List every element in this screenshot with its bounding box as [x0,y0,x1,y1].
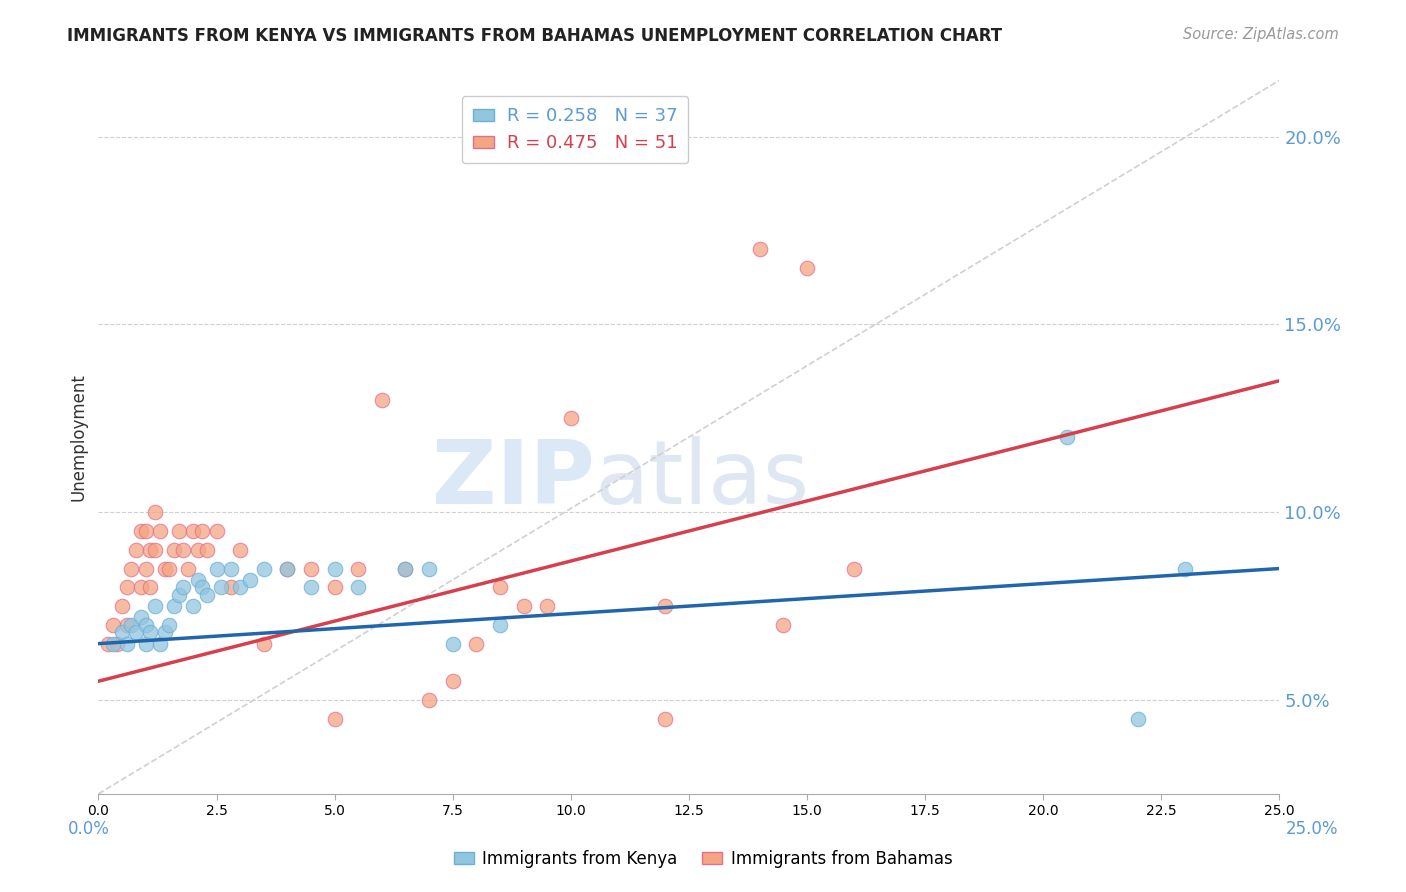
Point [1126,712,1149,726]
Point [115,580,138,594]
Point [418,693,440,707]
Point [654,712,676,726]
Point [299,580,322,594]
Point [299,561,322,575]
Point [371,392,394,407]
Point [129,524,152,538]
Point [172,542,194,557]
Point [560,411,582,425]
Point [187,573,209,587]
Text: IMMIGRANTS FROM KENYA VS IMMIGRANTS FROM BAHAMAS UNEMPLOYMENT CORRELATION CHART: IMMIGRANTS FROM KENYA VS IMMIGRANTS FROM… [67,27,1002,45]
Point [163,542,186,557]
Point [143,542,166,557]
Point [394,561,416,575]
Text: 0.0%: 0.0% [67,820,110,838]
Point [229,580,252,594]
Point [205,561,228,575]
Point [229,542,252,557]
Point [163,599,186,613]
Point [394,561,416,575]
Point [135,637,157,651]
Point [149,637,172,651]
Point [121,561,143,575]
Point [654,599,676,613]
Point [844,561,866,575]
Y-axis label: Unemployment: Unemployment [69,373,87,501]
Point [139,580,162,594]
Legend: R = 0.258   N = 37, R = 0.475   N = 51: R = 0.258 N = 37, R = 0.475 N = 51 [461,96,689,163]
Point [153,625,176,640]
Point [167,588,190,602]
Text: ZIP: ZIP [432,436,595,524]
Point [1056,430,1078,444]
Point [167,524,190,538]
Point [101,637,124,651]
Point [489,580,512,594]
Point [139,625,162,640]
Point [105,637,128,651]
Point [239,573,262,587]
Point [181,524,204,538]
Text: Source: ZipAtlas.com: Source: ZipAtlas.com [1182,27,1339,42]
Point [323,561,346,575]
Point [135,618,157,632]
Text: atlas: atlas [595,436,810,524]
Point [191,524,214,538]
Point [115,618,138,632]
Point [177,561,200,575]
Point [181,599,204,613]
Point [97,637,120,651]
Point [418,561,440,575]
Point [101,618,124,632]
Point [347,580,370,594]
Point [276,561,298,575]
Point [195,588,218,602]
Point [125,625,148,640]
Point [135,524,157,538]
Point [772,618,794,632]
Point [143,599,166,613]
Point [191,580,214,594]
Point [157,561,180,575]
Point [139,542,162,557]
Point [489,618,512,632]
Point [195,542,218,557]
Point [323,712,346,726]
Point [111,599,134,613]
Point [111,625,134,640]
Point [441,674,464,689]
Point [172,580,194,594]
Point [512,599,534,613]
Point [129,580,152,594]
Point [323,580,346,594]
Point [536,599,558,613]
Point [1174,561,1197,575]
Point [135,561,157,575]
Point [149,524,172,538]
Point [219,580,242,594]
Point [253,561,276,575]
Point [465,637,488,651]
Point [253,637,276,651]
Point [796,261,818,276]
Point [143,505,166,519]
Point [125,542,148,557]
Point [209,580,232,594]
Point [129,610,152,624]
Point [748,242,770,256]
Point [441,637,464,651]
Point [115,637,138,651]
Point [121,618,143,632]
Point [187,542,209,557]
Point [205,524,228,538]
Point [219,561,242,575]
Point [157,618,180,632]
Legend: Immigrants from Kenya, Immigrants from Bahamas: Immigrants from Kenya, Immigrants from B… [447,844,959,875]
Point [153,561,176,575]
Point [347,561,370,575]
Text: 25.0%: 25.0% [1286,820,1339,838]
Point [276,561,298,575]
